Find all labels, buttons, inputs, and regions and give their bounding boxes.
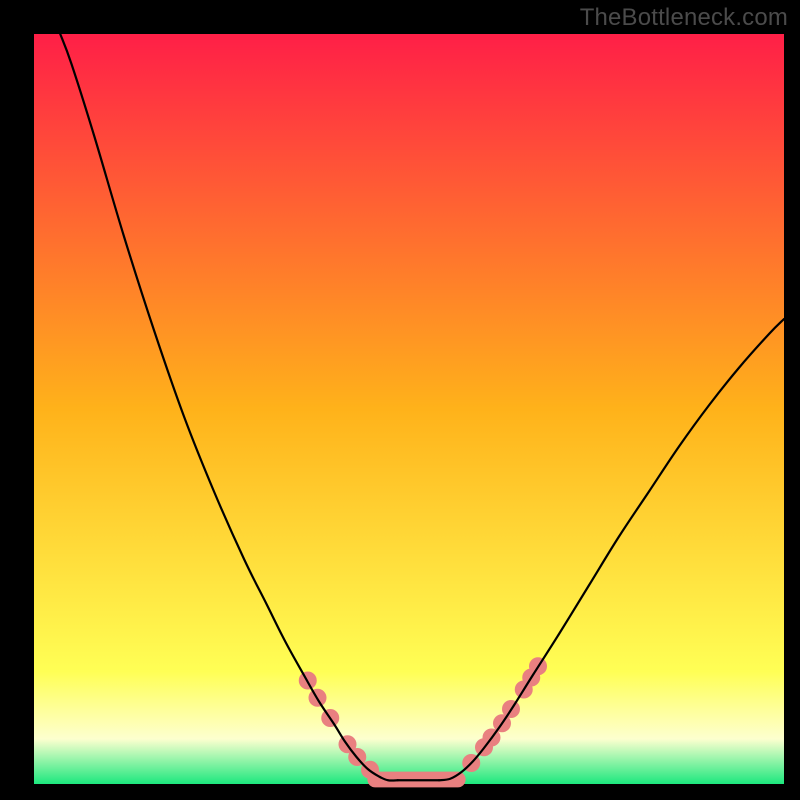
plot-area	[34, 34, 784, 784]
chart-stage: TheBottleneck.com	[0, 0, 800, 800]
watermark-text: TheBottleneck.com	[580, 4, 788, 32]
